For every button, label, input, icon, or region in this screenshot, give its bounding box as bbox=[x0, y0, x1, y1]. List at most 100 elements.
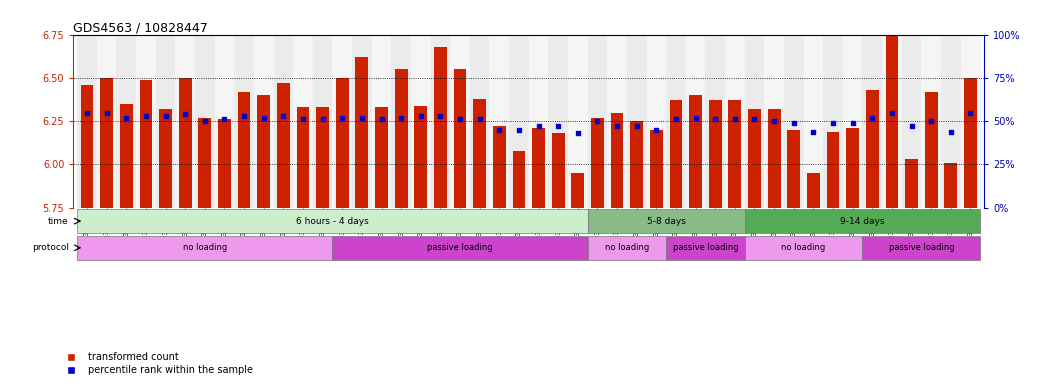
Bar bbox=[218, 119, 230, 208]
Bar bbox=[587, 236, 666, 260]
Bar bbox=[238, 92, 250, 208]
Legend: transformed count, percentile rank within the sample: transformed count, percentile rank withi… bbox=[58, 348, 258, 379]
Text: passive loading: passive loading bbox=[889, 243, 954, 252]
Bar bbox=[944, 163, 957, 208]
Bar bbox=[77, 35, 96, 208]
Bar bbox=[430, 35, 450, 208]
Bar bbox=[863, 35, 882, 208]
Text: no loading: no loading bbox=[781, 243, 826, 252]
Bar bbox=[316, 107, 329, 208]
Bar bbox=[666, 35, 686, 208]
Bar bbox=[744, 35, 764, 208]
Bar bbox=[863, 236, 980, 260]
Bar bbox=[77, 236, 333, 260]
Bar bbox=[195, 35, 215, 208]
Bar bbox=[882, 35, 901, 208]
Bar bbox=[706, 35, 725, 208]
Bar bbox=[450, 35, 470, 208]
Bar bbox=[77, 209, 587, 233]
Bar bbox=[253, 35, 273, 208]
Bar bbox=[332, 35, 352, 208]
Bar bbox=[627, 35, 646, 208]
Text: 9-14 days: 9-14 days bbox=[840, 217, 885, 226]
Bar bbox=[415, 106, 427, 208]
Bar bbox=[807, 173, 820, 208]
Bar bbox=[686, 35, 706, 208]
Bar bbox=[630, 121, 643, 208]
Bar bbox=[489, 35, 509, 208]
Bar bbox=[159, 109, 172, 208]
Bar bbox=[689, 95, 701, 208]
Bar bbox=[744, 209, 980, 233]
Bar bbox=[293, 35, 313, 208]
Bar bbox=[784, 35, 804, 208]
Bar bbox=[356, 57, 369, 208]
Bar bbox=[846, 128, 859, 208]
Bar bbox=[493, 126, 506, 208]
Bar bbox=[258, 95, 270, 208]
Bar bbox=[136, 35, 156, 208]
Text: 6 hours - 4 days: 6 hours - 4 days bbox=[296, 217, 369, 226]
Bar bbox=[709, 100, 721, 208]
Bar bbox=[964, 78, 977, 208]
Bar bbox=[670, 100, 683, 208]
Bar bbox=[176, 35, 195, 208]
Bar bbox=[787, 130, 800, 208]
Bar bbox=[509, 35, 529, 208]
Bar bbox=[729, 100, 741, 208]
Text: no loading: no loading bbox=[605, 243, 649, 252]
Bar bbox=[435, 47, 447, 208]
Bar bbox=[96, 35, 116, 208]
Bar bbox=[921, 35, 941, 208]
Bar bbox=[395, 69, 407, 208]
Bar bbox=[235, 35, 253, 208]
Bar bbox=[827, 132, 840, 208]
Bar bbox=[925, 92, 937, 208]
Bar bbox=[901, 35, 921, 208]
Bar bbox=[352, 35, 372, 208]
Bar bbox=[392, 35, 410, 208]
Bar bbox=[843, 35, 863, 208]
Bar bbox=[529, 35, 549, 208]
Bar bbox=[532, 128, 544, 208]
Bar bbox=[273, 35, 293, 208]
Bar bbox=[332, 236, 587, 260]
Bar bbox=[473, 99, 486, 208]
Bar bbox=[767, 109, 780, 208]
Bar bbox=[610, 113, 623, 208]
Bar bbox=[804, 35, 823, 208]
Bar bbox=[725, 35, 744, 208]
Bar bbox=[866, 90, 878, 208]
Text: no loading: no loading bbox=[182, 243, 227, 252]
Bar bbox=[646, 35, 666, 208]
Bar bbox=[941, 35, 960, 208]
Bar bbox=[372, 35, 392, 208]
Bar bbox=[81, 85, 93, 208]
Bar bbox=[313, 35, 333, 208]
Text: passive loading: passive loading bbox=[427, 243, 493, 252]
Bar bbox=[587, 209, 744, 233]
Bar bbox=[764, 35, 784, 208]
Bar bbox=[666, 236, 744, 260]
Bar bbox=[592, 118, 604, 208]
Bar bbox=[549, 35, 567, 208]
Text: 5-8 days: 5-8 days bbox=[647, 217, 686, 226]
Bar bbox=[215, 35, 235, 208]
Bar bbox=[906, 159, 918, 208]
Bar bbox=[650, 130, 663, 208]
Bar bbox=[375, 107, 387, 208]
Bar bbox=[960, 35, 980, 208]
Bar bbox=[101, 78, 113, 208]
Bar bbox=[572, 173, 584, 208]
Bar bbox=[607, 35, 627, 208]
Bar bbox=[552, 133, 564, 208]
Bar bbox=[277, 83, 290, 208]
Bar bbox=[179, 78, 192, 208]
Bar bbox=[744, 236, 863, 260]
Bar bbox=[120, 104, 133, 208]
Bar bbox=[823, 35, 843, 208]
Text: GDS4563 / 10828447: GDS4563 / 10828447 bbox=[73, 22, 208, 35]
Text: passive loading: passive loading bbox=[672, 243, 738, 252]
Bar bbox=[156, 35, 175, 208]
Bar bbox=[199, 118, 211, 208]
